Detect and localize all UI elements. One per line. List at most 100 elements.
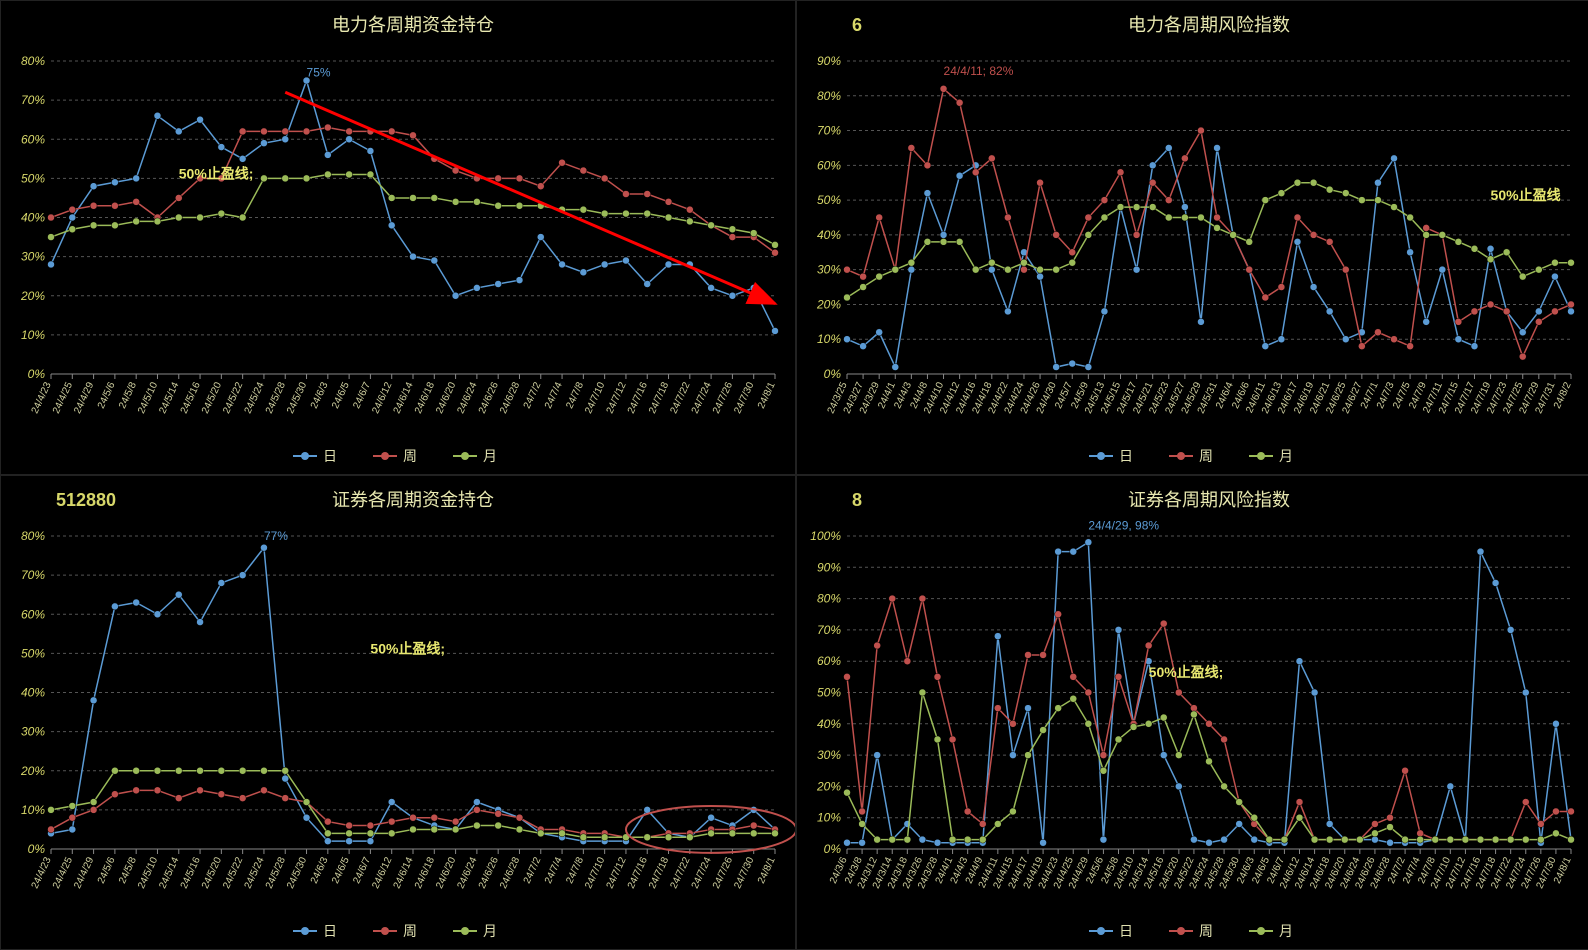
series-week-marker [859, 808, 866, 815]
series-day-marker [1181, 204, 1188, 211]
series-day-marker [1519, 329, 1526, 336]
series-month-marker [1175, 752, 1182, 759]
series-day-marker [282, 136, 289, 143]
series-week-marker [1503, 308, 1510, 315]
series-day-marker [1004, 308, 1011, 315]
y-tick-label: 50% [817, 686, 841, 700]
series-month-marker [111, 222, 118, 229]
series-week-marker [934, 673, 941, 680]
y-tick-label: 0% [28, 367, 46, 381]
series-month-marker [239, 767, 246, 774]
series-day-marker [1055, 548, 1062, 555]
legend-marker-month [1257, 452, 1265, 460]
x-tick-label: 24/7/4 [543, 380, 565, 410]
series-month-marker [410, 826, 417, 833]
series-month-marker [1356, 836, 1363, 843]
chart-annotation: 24/4/29, 98% [1088, 519, 1159, 533]
y-tick-label: 40% [21, 211, 45, 225]
series-month-marker [979, 836, 986, 843]
series-day-marker [154, 611, 161, 618]
series-week-marker [940, 85, 947, 92]
series-day-marker [994, 633, 1001, 640]
series-week-marker [133, 198, 140, 205]
series-month-marker [874, 836, 881, 843]
series-month-marker [452, 198, 459, 205]
series-day-marker [844, 336, 851, 343]
series-week-marker [1391, 336, 1398, 343]
series-month-marker [324, 171, 331, 178]
chart-title: 证券各周期资金持仓 [332, 490, 494, 510]
series-day-marker [1206, 839, 1213, 846]
series-month-marker [1251, 814, 1258, 821]
series-day-marker [750, 284, 757, 291]
series-day-marker [1487, 245, 1494, 252]
series-week-marker [1055, 611, 1062, 618]
series-day-marker [218, 144, 225, 151]
series-month-marker [346, 171, 353, 178]
series-week-marker [1133, 231, 1140, 238]
series-week-marker [1387, 814, 1394, 821]
series-day-marker [1085, 364, 1092, 371]
series-day-marker [1311, 689, 1318, 696]
x-tick-label: 24/5/30 [285, 380, 309, 415]
series-week-marker [154, 787, 161, 794]
y-tick-label: 70% [21, 93, 45, 107]
series-day-marker [410, 253, 417, 260]
series-month-marker [580, 206, 587, 213]
legend-label-month: 月 [1279, 923, 1293, 939]
series-month-marker [708, 222, 715, 229]
series-month-marker [665, 834, 672, 841]
series-month-marker [876, 273, 883, 280]
y-tick-label: 70% [817, 623, 841, 637]
series-month-marker [1387, 824, 1394, 831]
legend-label-day: 日 [323, 923, 337, 939]
panel-power-risk: 电力各周期风险指数60%10%20%30%40%50%60%70%80%90%2… [796, 0, 1588, 475]
series-month-marker [1432, 836, 1439, 843]
series-month-marker [729, 830, 736, 837]
legend-marker-month [461, 452, 469, 460]
series-month-marker [1020, 259, 1027, 266]
series-day-marker [1165, 144, 1172, 151]
x-tick-label: 24/6/28 [498, 380, 522, 415]
y-tick-label: 90% [817, 54, 841, 68]
series-day-marker [324, 838, 331, 845]
series-week-marker [772, 249, 779, 256]
series-day-marker [874, 752, 881, 759]
series-day-marker [1492, 579, 1499, 586]
series-month-marker [1278, 190, 1285, 197]
series-month-marker [282, 175, 289, 182]
legend-marker-week [1177, 452, 1185, 460]
series-week-marker [972, 169, 979, 176]
series-month-marker [1101, 214, 1108, 221]
series-month-marker [665, 214, 672, 221]
series-month-marker [303, 175, 310, 182]
x-tick-label: 24/7/2 [522, 855, 544, 885]
series-week-marker [1402, 767, 1409, 774]
series-month-marker [303, 799, 310, 806]
series-month-marker [1160, 714, 1167, 721]
series-month-marker [1568, 836, 1575, 843]
series-day-marker [1133, 266, 1140, 273]
series-month-marker [844, 294, 851, 301]
series-week-marker [1069, 249, 1076, 256]
series-week-marker [346, 822, 353, 829]
legend-label-day: 日 [323, 448, 337, 464]
series-day-marker [260, 140, 267, 147]
series-day-marker [133, 175, 140, 182]
x-tick-label: 24/5/6 [96, 380, 118, 410]
series-month-marker [1402, 836, 1409, 843]
series-day-marker [473, 799, 480, 806]
y-tick-label: 60% [21, 132, 45, 146]
series-day-marker [665, 261, 672, 268]
series-day-marker [388, 222, 395, 229]
series-day-marker [924, 190, 931, 197]
y-tick-label: 60% [21, 607, 45, 621]
series-day-marker [111, 603, 118, 610]
series-month-marker [1519, 273, 1526, 280]
series-day-marker [919, 836, 926, 843]
x-tick-label: 24/6/28 [498, 855, 522, 890]
series-day-marker [197, 116, 204, 123]
series-week-marker [111, 791, 118, 798]
legend-marker-week [381, 452, 389, 460]
series-month-marker [473, 822, 480, 829]
